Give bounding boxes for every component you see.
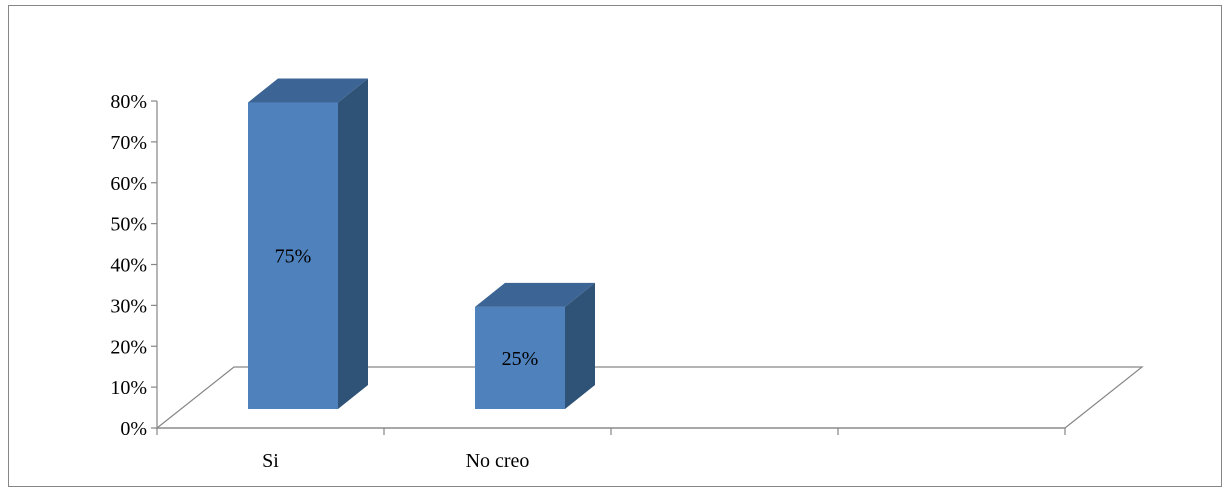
bar-side <box>565 282 595 409</box>
y-tick-label: 60% <box>110 173 147 195</box>
x-category-label: Si <box>262 450 279 472</box>
bar-top <box>248 78 368 103</box>
bar-side <box>338 78 368 409</box>
x-category-label: No creo <box>466 450 530 472</box>
y-tick-labels: 0% 10% 20% 30% 40% 50% 60% 70% 80% <box>110 91 147 440</box>
y-tick-label: 30% <box>110 295 147 317</box>
data-label: 75% <box>275 246 312 268</box>
bar: 75% <box>248 78 368 409</box>
y-tick-label: 20% <box>110 336 147 358</box>
y-tick-label: 10% <box>110 377 147 399</box>
bar-front <box>475 306 565 409</box>
bar-front <box>248 102 338 409</box>
y-axis <box>151 100 1066 435</box>
bar-top <box>475 282 595 307</box>
y-tick-label: 50% <box>110 214 147 236</box>
bar-series: 75% 25% <box>248 78 595 409</box>
data-label: 25% <box>502 348 539 370</box>
x-category-labels: Si No creo <box>262 450 529 472</box>
bar-chart: 0% 10% 20% 30% 40% 50% 60% 70% 80% 75% 25% Si No c… <box>110 78 1144 472</box>
y-tick-label: 0% <box>120 418 147 440</box>
chart-frame: 0% 10% 20% 30% 40% 50% 60% 70% 80% 75% 25% Si No c… <box>8 5 1222 487</box>
y-tick-label: 70% <box>110 132 147 154</box>
y-tick-label: 80% <box>110 91 147 113</box>
bar: 25% <box>475 282 595 409</box>
y-tick-label: 40% <box>110 255 147 277</box>
